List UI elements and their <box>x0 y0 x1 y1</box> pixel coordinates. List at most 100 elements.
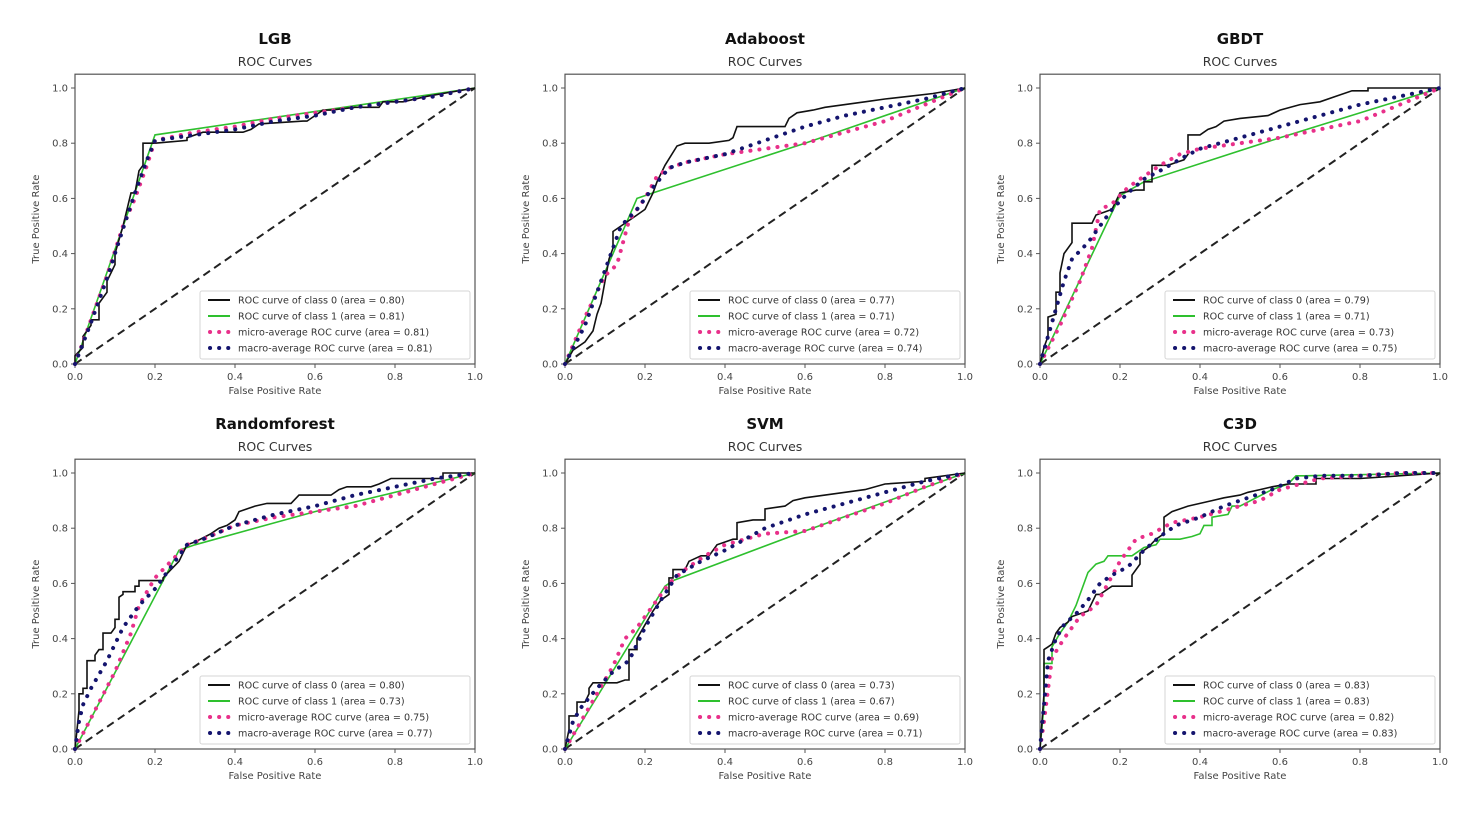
series-class1-line <box>1039 472 1441 750</box>
x-tick-label: 0.4 <box>717 372 733 383</box>
y-tick-label: 0.4 <box>52 249 68 260</box>
chart-title: GBDT <box>1217 30 1264 48</box>
panel-randomforest: Randomforest ROC Curves 0.0 0.2 0.4 0.6 0.8 1.0… <box>0 405 490 800</box>
series-micro-line <box>1038 86 1442 366</box>
x-tick-label: 0.4 <box>1192 757 1208 768</box>
y-tick-label: 0.0 <box>52 745 68 756</box>
chart-subtitle: ROC Curves <box>238 439 313 454</box>
x-tick-label: 0.0 <box>557 757 573 768</box>
x-tick-label: 0.0 <box>1032 372 1048 383</box>
legend-box <box>199 675 471 745</box>
legend-entry-class0: ROC curve of class 0 (area = 0.80) <box>238 296 405 307</box>
x-tick-label: 0.2 <box>147 757 163 768</box>
series-chance-line <box>74 87 476 365</box>
legend-entry-class0: ROC curve of class 0 (area = 0.79) <box>1203 296 1370 307</box>
x-axis-label: False Positive Rate <box>1194 386 1287 397</box>
panel-lgb: LGB ROC Curves 0.0 0.2 0.4 0.6 0.8 1.0 0.0 0.2 0.4… <box>0 20 490 415</box>
y-tick-label: 0.0 <box>542 745 558 756</box>
x-axis-label: False Positive Rate <box>1194 771 1287 782</box>
legend-entry-class0: ROC curve of class 0 (area = 0.77) <box>728 296 895 307</box>
y-tick-label: 0.8 <box>1017 524 1033 535</box>
y-tick-label: 1.0 <box>542 469 558 480</box>
y-tick-label: 0.0 <box>1017 360 1033 371</box>
legend-entry-class1: ROC curve of class 1 (area = 0.71) <box>1203 312 1370 323</box>
chart-title: SVM <box>746 415 783 433</box>
legend-box <box>199 290 471 360</box>
chart-title: C3D <box>1223 415 1257 433</box>
series-macro-line <box>1038 471 1442 751</box>
y-tick-label: 0.6 <box>52 579 68 590</box>
x-tick-label: 0.8 <box>387 757 403 768</box>
y-tick-label: 0.2 <box>1017 304 1033 315</box>
y-tick-label: 1.0 <box>52 84 68 95</box>
x-tick-label: 0.0 <box>67 372 83 383</box>
chart-subtitle: ROC Curves <box>1203 54 1278 69</box>
roc-chart-svg: LGB ROC Curves 0.0 0.2 0.4 0.6 0.8 1.0 0.0 0.2 0.4… <box>31 30 483 397</box>
legend-entry-macro: macro-average ROC curve (area = 0.81) <box>238 344 432 355</box>
x-tick-label: 0.0 <box>67 757 83 768</box>
series-class1-line <box>74 472 476 750</box>
y-tick-label: 1.0 <box>1017 469 1033 480</box>
chart-title: Adaboost <box>725 30 805 48</box>
x-axis-label: False Positive Rate <box>229 386 322 397</box>
panel-svm: SVM ROC Curves 0.0 0.2 0.4 0.6 0.8 1.0 0.0 0.2 0.4… <box>490 405 980 800</box>
x-tick-label: 0.0 <box>1032 757 1048 768</box>
y-tick-label: 0.4 <box>542 634 558 645</box>
x-tick-label: 0.6 <box>1272 757 1288 768</box>
legend-entry-class1: ROC curve of class 1 (area = 0.71) <box>728 312 895 323</box>
x-tick-label: 0.6 <box>1272 372 1288 383</box>
x-tick-label: 1.0 <box>957 757 973 768</box>
series-chance-line <box>564 472 966 750</box>
x-tick-label: 0.2 <box>1112 372 1128 383</box>
legend-entry-macro: macro-average ROC curve (area = 0.83) <box>1203 729 1397 740</box>
x-tick-label: 0.2 <box>1112 757 1128 768</box>
y-axis-label: True Positive Rate <box>996 175 1007 265</box>
chart-subtitle: ROC Curves <box>728 54 803 69</box>
legend-entry-class1: ROC curve of class 1 (area = 0.73) <box>238 697 405 708</box>
roc-chart-svg: GBDT ROC Curves 0.0 0.2 0.4 0.6 0.8 1.0 0.0 0.2 0.… <box>996 30 1448 397</box>
roc-chart-svg: Adaboost ROC Curves 0.0 0.2 0.4 0.6 0.8 1.0 0.0 0… <box>521 30 973 397</box>
legend-entry-class1: ROC curve of class 1 (area = 0.67) <box>728 697 895 708</box>
series-micro-line <box>1038 471 1442 751</box>
legend-entry-macro: macro-average ROC curve (area = 0.77) <box>238 729 432 740</box>
x-tick-label: 0.4 <box>717 757 733 768</box>
x-tick-label: 1.0 <box>467 372 483 383</box>
roc-chart-svg: SVM ROC Curves 0.0 0.2 0.4 0.6 0.8 1.0 0.0 0.2 0.4… <box>521 415 973 782</box>
series-macro-line <box>73 471 477 751</box>
x-tick-label: 0.2 <box>637 757 653 768</box>
x-tick-label: 0.2 <box>147 372 163 383</box>
legend-entry-micro: micro-average ROC curve (area = 0.69) <box>728 713 919 724</box>
roc-chart-svg: C3D ROC Curves 0.0 0.2 0.4 0.6 0.8 1.0 0.0 0.2 0.4… <box>996 415 1448 782</box>
legend-box <box>689 675 961 745</box>
chart-subtitle: ROC Curves <box>728 439 803 454</box>
x-tick-label: 0.2 <box>637 372 653 383</box>
x-tick-label: 0.8 <box>877 757 893 768</box>
legend-box <box>1164 675 1436 745</box>
legend-entry-micro: micro-average ROC curve (area = 0.81) <box>238 328 429 339</box>
roc-chart-svg: Randomforest ROC Curves 0.0 0.2 0.4 0.6 0.8 1.0… <box>31 415 483 782</box>
legend-entry-macro: macro-average ROC curve (area = 0.75) <box>1203 344 1397 355</box>
series-macro-line <box>73 86 477 366</box>
legend-entry-macro: macro-average ROC curve (area = 0.71) <box>728 729 922 740</box>
y-tick-label: 0.2 <box>542 689 558 700</box>
x-tick-label: 0.4 <box>227 757 243 768</box>
x-tick-label: 0.8 <box>1352 372 1368 383</box>
x-tick-label: 0.6 <box>307 757 323 768</box>
y-tick-label: 0.2 <box>1017 689 1033 700</box>
y-tick-label: 0.0 <box>52 360 68 371</box>
y-tick-label: 1.0 <box>1017 84 1033 95</box>
x-tick-label: 0.6 <box>797 757 813 768</box>
x-axis-label: False Positive Rate <box>229 771 322 782</box>
y-axis-label: True Positive Rate <box>521 560 532 650</box>
series-class0-line <box>564 87 966 365</box>
legend-entry-class1: ROC curve of class 1 (area = 0.81) <box>238 312 405 323</box>
legend-entry-class0: ROC curve of class 0 (area = 0.73) <box>728 681 895 692</box>
y-axis-label: True Positive Rate <box>996 560 1007 650</box>
y-tick-label: 0.0 <box>1017 745 1033 756</box>
y-tick-label: 0.4 <box>52 634 68 645</box>
x-tick-label: 0.0 <box>557 372 573 383</box>
series-micro-line <box>563 86 967 366</box>
y-tick-label: 0.4 <box>1017 634 1033 645</box>
x-tick-label: 1.0 <box>1432 757 1448 768</box>
series-class0-line <box>74 472 475 750</box>
